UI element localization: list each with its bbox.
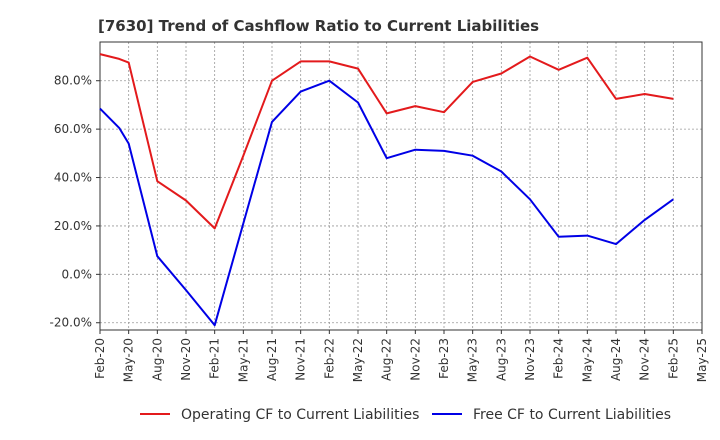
x-tick-label: Nov-21 [294, 338, 308, 381]
x-tick-label: Feb-22 [322, 338, 336, 379]
plot-area-frame [99, 41, 703, 331]
x-tick-label: Aug-24 [609, 338, 623, 381]
legend: Operating CF to Current Liabilities Free … [140, 407, 671, 423]
x-tick-label: Feb-23 [437, 338, 451, 379]
x-tick-label: May-25 [695, 338, 709, 382]
x-tick-label: Aug-23 [494, 338, 508, 381]
x-tick-label: Feb-24 [552, 338, 566, 379]
x-tick-label: May-21 [236, 338, 250, 382]
legend-label-1: Operating CF to Current Liabilities [181, 407, 419, 423]
y-tick-label: 20.0% [54, 219, 92, 233]
x-tick-label: Nov-24 [638, 338, 652, 381]
series-line-2 [99, 79, 674, 327]
x-tick-label: Nov-22 [408, 338, 422, 381]
legend-label-2: Free CF to Current Liabilities [473, 407, 671, 423]
x-tick-label: Feb-20 [93, 338, 107, 379]
x-tick-label: May-24 [580, 338, 594, 382]
grid-layer [99, 42, 703, 330]
x-tick-label: Feb-21 [208, 338, 222, 379]
x-tick-label: May-20 [122, 338, 136, 382]
x-tick-label: Nov-23 [523, 338, 537, 381]
x-tick-label: Aug-20 [150, 338, 164, 381]
x-tick-label: May-23 [466, 338, 480, 382]
y-axis-ticks: -20.0% 0.0% 20.0% 40.0% 60.0% 80.0% [50, 74, 100, 330]
series-line-1 [99, 53, 674, 230]
y-tick-label: 60.0% [54, 122, 92, 136]
y-tick-label: 80.0% [54, 74, 92, 88]
chart-title: [7630] Trend of Cashflow Ratio to Curren… [98, 17, 539, 35]
y-tick-label: 0.0% [62, 267, 93, 281]
x-tick-label: Feb-25 [666, 338, 680, 379]
x-tick-label: Aug-22 [380, 338, 394, 381]
y-tick-label: -20.0% [50, 316, 92, 330]
x-tick-label: May-22 [351, 338, 365, 382]
x-tick-label: Aug-21 [265, 338, 279, 381]
x-axis-ticks: Feb-20 May-20 Aug-20 Nov-20 Feb-21 May-21 Aug-… [93, 330, 709, 382]
x-tick-label: Nov-20 [179, 338, 193, 381]
y-tick-label: 40.0% [54, 171, 92, 185]
series-layer [99, 53, 674, 327]
